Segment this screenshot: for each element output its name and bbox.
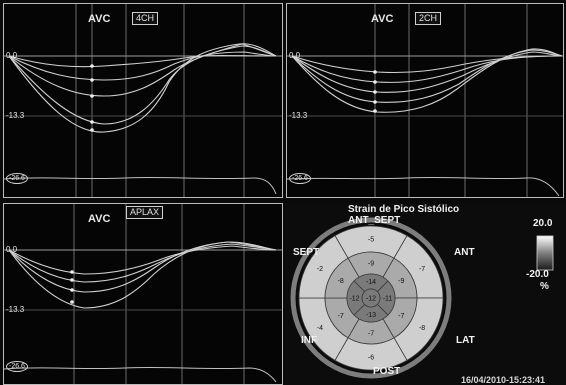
wall-label-ant-sept: ANT_SEPT <box>348 215 401 226</box>
basal-segment-6-value: -2 <box>317 266 323 273</box>
view-tag-4ch: 4CH <box>132 12 159 25</box>
y-label-bottom: -26.6 <box>289 173 311 184</box>
view-tag-aplax: APLAX <box>126 206 164 219</box>
mid-segment-3-value: -7 <box>398 313 404 320</box>
wall-label-post: POST <box>373 366 401 377</box>
strain-curve-panel-aplax: AVC APLAX 0.0 -13.3 -26.6 <box>3 203 283 385</box>
y-label-mid: -13.3 <box>289 111 308 120</box>
bullseye-panel: Strain de Pico Sistólico -5 -7 -8 -6 -4 -2 -9-… <box>285 203 566 385</box>
apex-segment <box>361 288 381 308</box>
avc-marker-label: AVC <box>88 213 111 225</box>
timestamp: 16/04/2010-15:23:41 <box>461 375 546 385</box>
apical-segment-1-value: -14 <box>366 279 376 286</box>
y-label-bottom: -26.6 <box>6 173 28 184</box>
strain-curve-panel-4ch: AVC 4CH 0.0 -13.3 -26.6 <box>3 3 283 198</box>
scale-unit-label: % <box>540 281 549 292</box>
y-label-bottom: -26.6 <box>6 361 28 372</box>
scale-max-label: 20.0 <box>533 218 553 229</box>
apical-segment-3-value: -13 <box>366 312 376 319</box>
y-label-mid: -13.3 <box>6 111 25 120</box>
mid-segment-6-value: -8 <box>338 278 344 285</box>
avc-marker-label: AVC <box>371 13 394 25</box>
basal-segment-3-value: -8 <box>419 325 425 332</box>
strain-curves-aplax <box>4 204 282 384</box>
y-label-zero: 0.0 <box>6 245 18 254</box>
mid-segment-2-value: -9 <box>398 278 404 285</box>
basal-segment-1-value: -5 <box>368 237 374 244</box>
basal-segment-4-value: -6 <box>368 355 374 362</box>
view-tag-2ch: 2CH <box>415 12 442 25</box>
wall-label-inf: INF <box>301 335 318 346</box>
apical-segment-4-value: -12 <box>349 296 359 303</box>
y-label-mid: -13.3 <box>6 305 25 314</box>
bullseye-title: Strain de Pico Sistólico <box>348 204 460 215</box>
apical-segment-2-value: -11 <box>383 296 393 303</box>
y-label-zero: 0.0 <box>289 51 301 60</box>
strain-curves-4ch <box>4 4 282 197</box>
color-scale-bar <box>536 235 554 271</box>
strain-curve-panel-2ch: AVC 2CH 0.0 -13.3 -26.6 <box>286 3 564 198</box>
avc-marker-label: AVC <box>88 13 111 25</box>
bullseye-outer-ring <box>290 217 452 379</box>
y-label-zero: 0.0 <box>6 51 18 60</box>
wall-label-lat: LAT <box>456 335 475 346</box>
bullseye-plot: -5 -7 -8 -6 -4 -2 -9 -9 -7 -7 -7 -8 -14 -11 -13 -12 -12 <box>290 217 554 379</box>
scale-min-label: -20.0 <box>526 269 549 280</box>
apex-segment-value: -12 <box>366 296 376 303</box>
wall-label-sept: SEPT <box>293 247 320 258</box>
mid-segment-4-value: -7 <box>368 331 374 338</box>
wall-label-ant: ANT <box>454 247 475 258</box>
strain-curves-2ch <box>287 4 563 197</box>
mid-segment-1-value: -9 <box>368 261 374 268</box>
basal-segment-5-value: -4 <box>317 325 323 332</box>
basal-segment-2-value: -7 <box>419 266 425 273</box>
mid-segment-5-value: -7 <box>338 313 344 320</box>
